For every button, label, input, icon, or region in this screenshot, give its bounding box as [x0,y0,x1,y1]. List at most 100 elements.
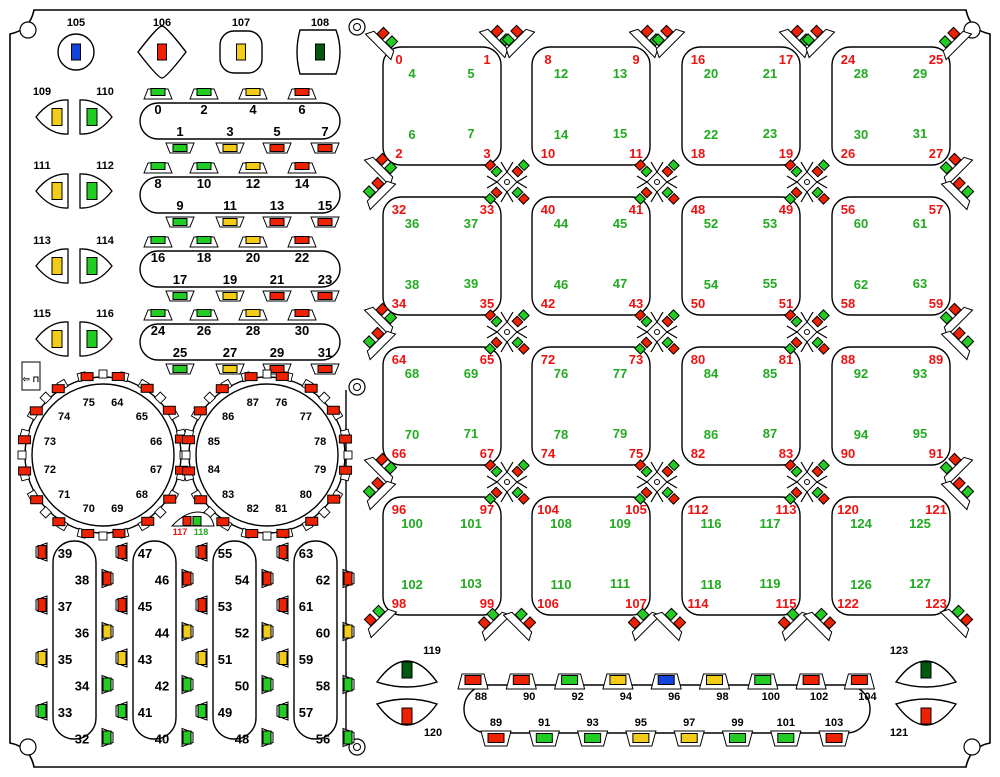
drum-pad[interactable]: 8 9 10 11 12 13 14 15 [531,46,651,166]
strip-top-led[interactable] [150,309,166,317]
drum-pad[interactable]: 0 1 2 3 4 5 6 7 [382,46,502,166]
junction-led[interactable] [484,342,497,355]
drum-pad-outline[interactable] [681,196,801,316]
junction-led[interactable] [511,336,524,349]
bottom-strip-top-led[interactable] [754,675,772,685]
drum-pad[interactable]: 120 121 122 123 124 125 126 127 [831,496,951,616]
bottom-strip-top-led[interactable] [802,675,820,685]
ring-inner[interactable] [195,383,339,527]
connector-led[interactable] [939,461,954,475]
ring-led[interactable] [244,372,258,382]
junction-led[interactable] [634,492,647,505]
junction-led[interactable] [484,159,497,172]
side-button-led[interactable] [86,330,98,348]
bottom-strip-top-led[interactable] [706,675,723,685]
side-button-led[interactable] [51,108,63,126]
ring-led[interactable] [81,529,95,539]
connector-led[interactable] [948,152,962,167]
fader-led[interactable] [278,704,288,718]
ring-led[interactable] [326,405,340,415]
ring-led[interactable] [275,371,289,381]
fader-led[interactable] [262,730,272,745]
bottom-strip-bottom-led[interactable] [535,733,553,743]
drum-pad-outline[interactable] [531,496,651,616]
strip-bottom-led[interactable] [269,218,285,226]
junction-led[interactable] [634,459,647,472]
ring-led[interactable] [112,528,126,538]
connector-led[interactable] [362,485,377,499]
junction-led[interactable] [490,465,503,478]
connector-led[interactable] [664,607,678,622]
connector-led[interactable] [486,607,500,622]
strip-top-led[interactable] [245,162,261,170]
wedge-button-led[interactable] [920,661,932,679]
strip-bottom-led[interactable] [269,292,285,300]
fader-led[interactable] [197,545,207,559]
bottom-strip-top-led[interactable] [464,675,482,685]
junction-led[interactable] [490,315,503,328]
drum-pad[interactable]: 88 89 90 91 92 93 94 95 [831,346,951,466]
ring-led[interactable] [327,494,341,504]
bottom-strip-bottom-led[interactable] [729,733,746,743]
junction-led[interactable] [667,159,680,172]
bottom-strip-bottom-led[interactable] [487,733,505,743]
fader-led[interactable] [102,571,112,586]
connector-led[interactable] [786,607,800,622]
encoder-strip-body[interactable] [139,250,341,288]
junction-led[interactable] [790,336,803,349]
drum-pad-outline[interactable] [831,346,951,466]
junction-led[interactable] [640,315,653,328]
ring-led[interactable] [305,516,319,526]
top-button-led[interactable] [71,43,81,61]
ring-led[interactable] [18,466,32,476]
junction-led[interactable] [784,309,797,322]
ring-led[interactable] [338,434,352,444]
drum-pad-outline[interactable] [382,496,502,616]
strip-top-led[interactable] [196,88,212,96]
connector-led[interactable] [501,33,516,47]
wedge-button-led[interactable] [920,707,932,725]
fader-led[interactable] [117,598,127,612]
top-button-106[interactable]: 106 [137,17,187,79]
bottom-strip-bottom-led[interactable] [680,733,698,743]
junction-led[interactable] [817,159,830,172]
ring-inner[interactable] [31,383,175,527]
drum-pad[interactable]: 96 97 98 99 100 101 102 103 [382,496,502,616]
connector-led[interactable] [383,461,398,475]
fader-led[interactable] [117,545,127,559]
junction-led[interactable] [811,465,824,478]
strip-top-led[interactable] [294,88,310,96]
connector-led[interactable] [490,24,504,39]
junction-led[interactable] [517,459,530,472]
ring-led[interactable] [245,529,259,539]
connector-led[interactable] [362,185,377,199]
fader-led[interactable] [262,624,272,639]
junction-led[interactable] [640,186,653,199]
junction-led[interactable] [511,315,524,328]
connector-led[interactable] [777,616,792,630]
connector-led[interactable] [375,452,389,467]
fader-led[interactable] [278,598,288,612]
side-button-led[interactable] [51,330,63,348]
junction-led[interactable] [790,465,803,478]
fader-led[interactable] [197,651,207,665]
connector-led[interactable] [383,161,398,175]
junction-led[interactable] [640,486,653,499]
junction-led[interactable] [661,165,674,178]
strip-top-led[interactable] [294,162,310,170]
junction-led[interactable] [511,165,524,178]
ring-led[interactable] [162,405,176,415]
fader-led[interactable] [182,730,192,745]
connector-led[interactable] [640,24,654,39]
drum-pad-outline[interactable] [382,46,502,166]
drum-pad[interactable]: 16 17 18 19 20 21 22 23 [681,46,801,166]
junction-led[interactable] [640,165,653,178]
connector-led[interactable] [938,35,953,49]
ring-led[interactable] [276,528,290,538]
wedge-button-led[interactable] [401,661,413,679]
ring-led[interactable] [30,495,44,505]
junction-led[interactable] [661,315,674,328]
strip-bottom-led[interactable] [222,144,238,152]
junction-led[interactable] [811,486,824,499]
fader-led[interactable] [102,730,112,745]
